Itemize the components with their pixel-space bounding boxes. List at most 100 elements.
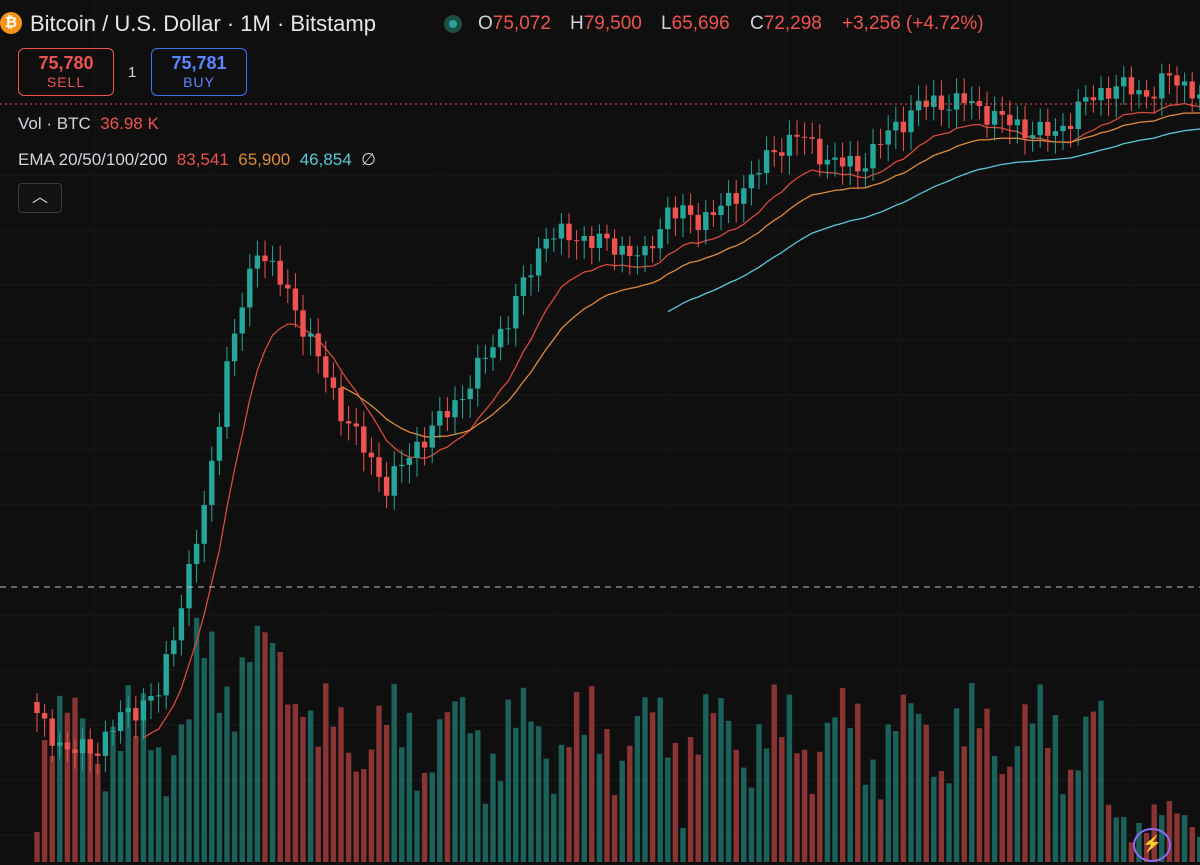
ema50-value: 65,900 [238,150,291,169]
volume-bar [193,617,200,862]
candle [513,295,519,329]
volume-bar [794,753,800,862]
candle [95,753,101,756]
volume-bar [117,751,124,862]
candle [201,504,207,544]
buy-price: 75,781 [171,53,227,73]
candle [779,152,785,156]
volume-legend[interactable]: Vol · BTC 36.98 K [18,114,159,134]
volume-bar [64,712,71,862]
volume-bar [763,748,770,862]
candle [497,328,504,348]
candle [57,742,63,746]
candle [1136,90,1142,95]
candle [763,150,770,174]
candle [528,275,534,278]
candle [672,207,679,219]
volume-bar [239,657,245,862]
candle [680,205,686,219]
volume-bar [832,717,838,862]
ema100-value: 46,854 [299,150,352,169]
volume-bar [680,828,686,862]
volume-bar [725,720,732,862]
symbol-header: ₿ Bitcoin / U.S. Dollar · 1M · Bitstamp … [0,0,1200,48]
candle [1151,96,1157,99]
volume-bar [961,746,967,862]
volume-bar [581,734,587,862]
volume-bar [1083,716,1089,862]
symbol-title[interactable]: Bitcoin / U.S. Dollar · 1M · Bitstamp [30,11,376,36]
volume-bar [345,752,352,862]
candle [1189,81,1195,99]
candle [148,695,154,701]
candle [300,310,306,337]
collapse-legend-button[interactable]: ︿ [18,183,62,213]
volume-bar [741,767,747,862]
candle [277,260,283,285]
candle [1090,97,1097,101]
market-status-icon[interactable] [444,15,462,33]
volume-bar [520,687,527,862]
candle [976,101,983,107]
volume-bar [133,735,139,862]
volume-bar [877,799,884,862]
candle [1098,88,1104,101]
volume-bar [923,724,929,862]
volume-bar [1060,794,1066,862]
candle [117,712,124,731]
volume-bar [383,724,390,862]
buy-button[interactable]: 75,781 BUY [151,48,247,96]
sell-button[interactable]: 75,780 SELL [18,48,114,96]
candle [991,110,998,125]
volume-bar [467,733,473,862]
candle [969,101,975,104]
candle [733,193,739,204]
candle [832,157,838,160]
volume-bar [186,719,192,862]
candle [1083,97,1089,102]
candle [34,702,40,714]
volume-bar [1075,770,1081,862]
candle [817,138,823,165]
candle [315,333,321,357]
volume-bar [482,803,489,862]
candle [915,100,922,111]
volume-bar [300,716,306,862]
candle [353,423,359,427]
candle [64,742,71,750]
volume-bar [1113,817,1119,862]
ema-legend[interactable]: EMA 20/50/100/200 83,541 65,900 46,854 ∅ [18,150,376,170]
volume-bar [535,726,542,862]
candle [695,214,701,230]
candle [361,426,367,453]
volume-bar [171,755,177,862]
candle [102,731,109,756]
volume-bar [49,755,55,862]
candle [535,248,542,276]
volume-bar [125,685,131,862]
volume-bar [946,783,952,862]
candle [292,288,299,311]
candle [376,457,382,477]
candle [338,387,344,422]
candle [1197,94,1200,99]
volume-bar [1052,715,1059,862]
volume-bar [885,724,891,862]
candle [1067,125,1074,130]
candle [414,441,420,458]
candle [1022,119,1028,139]
volume-bar [178,724,185,862]
candle [877,143,884,145]
volume-bar [991,756,998,862]
volume-bar [604,729,610,862]
lightning-assistant-icon[interactable]: ⚡ [1133,828,1171,862]
candle [543,238,549,249]
candle [649,246,656,249]
volume-bar [566,747,572,862]
candle [330,377,337,388]
candle [482,357,489,359]
candle [718,205,724,216]
volume-bar [429,772,435,862]
candle [908,110,914,133]
